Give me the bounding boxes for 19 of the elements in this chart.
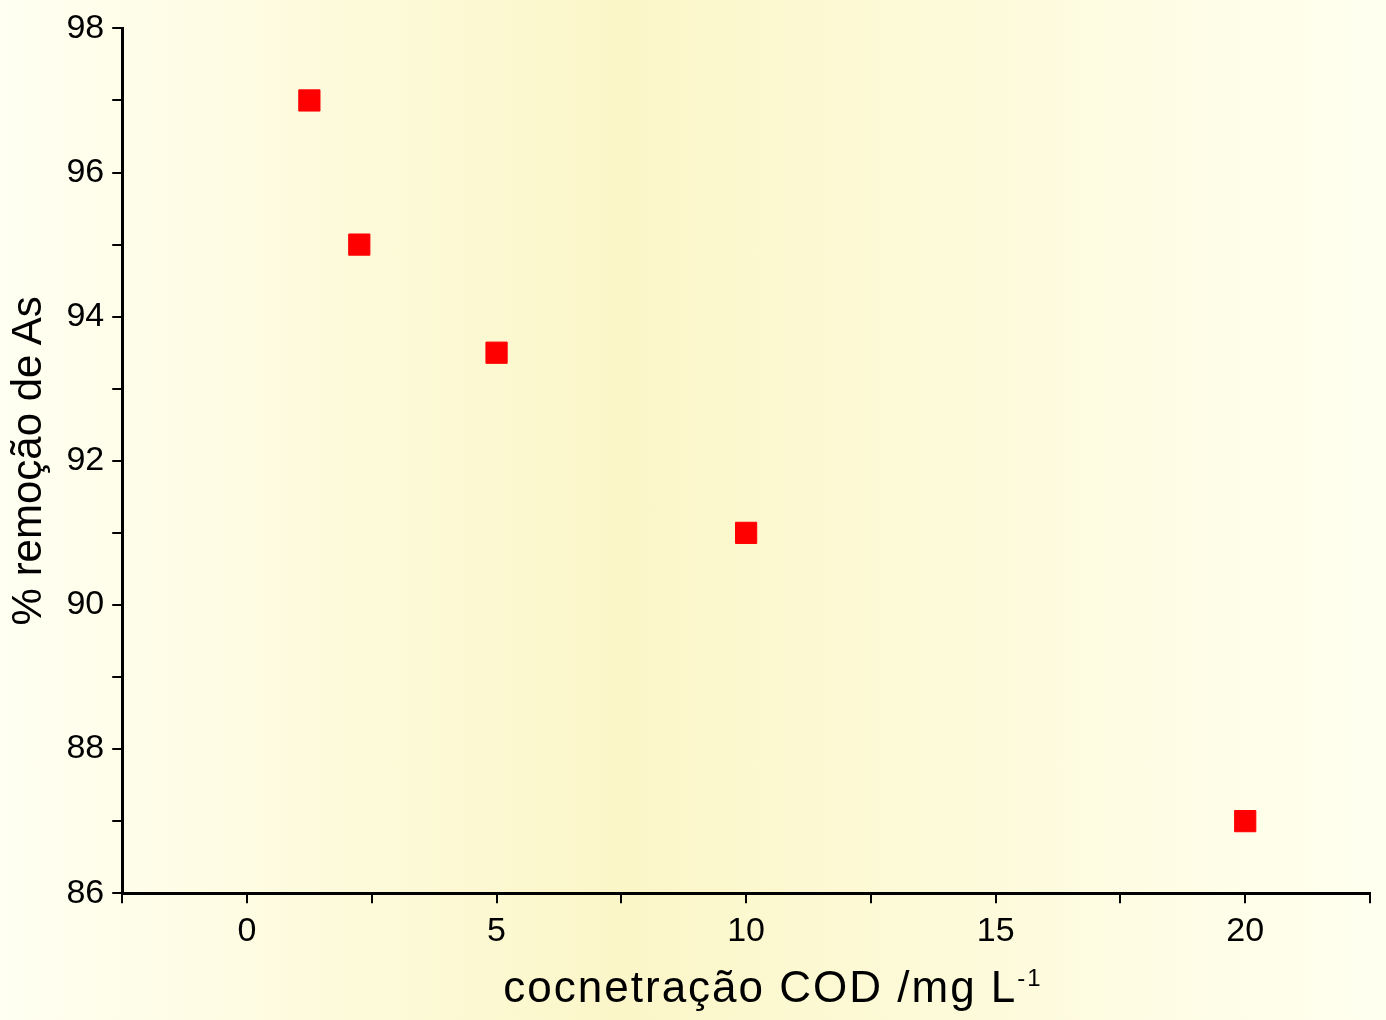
point (298, 89, 321, 112)
y-tick-label: 98 (66, 6, 105, 45)
x-tick-label: 10 (727, 909, 766, 948)
y-tick-label: 96 (66, 150, 105, 189)
y-axis-title: % remoção de As (2, 296, 50, 626)
x-tick-label: 15 (976, 909, 1015, 948)
point (735, 521, 758, 544)
x-axis-title: cocnetração COD /mg L$^{-1}$ (502, 962, 1044, 1012)
point (348, 233, 371, 256)
y-tick-label: 88 (66, 727, 105, 766)
y-tick-label: 92 (66, 439, 105, 478)
x-tick-label: 5 (487, 909, 507, 948)
x-tick-label: 0 (237, 909, 257, 948)
x-tick-label: 20 (1226, 909, 1265, 948)
point (485, 341, 508, 364)
y-tick-label: 90 (66, 583, 105, 622)
y-tick-label: 94 (66, 295, 105, 334)
point (1234, 810, 1257, 833)
y-tick-label: 86 (66, 871, 105, 910)
